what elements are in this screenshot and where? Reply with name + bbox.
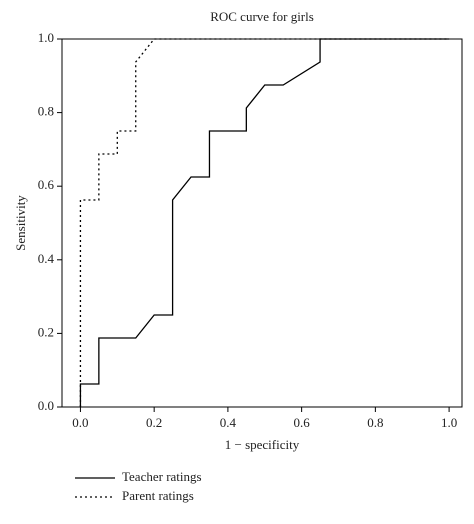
x-axis-label: 1 − specificity [225,437,300,452]
chart-title: ROC curve for girls [210,9,314,24]
y-tick-label: 0.0 [38,398,54,413]
x-tick-label: 0.2 [146,415,162,430]
roc-line [79,38,450,407]
y-axis-label: Sensitivity [13,195,28,251]
y-tick-label: 0.2 [38,324,54,339]
x-tick-label: 0.8 [367,415,383,430]
x-tick-label: 0.0 [72,415,88,430]
legend-label: Teacher ratings [122,469,202,484]
y-tick-label: 0.6 [38,177,55,192]
y-tick-label: 0.8 [38,104,54,119]
y-tick-label: 0.4 [38,251,55,266]
roc-line [79,38,450,407]
legend-label: Parent ratings [122,488,194,503]
x-tick-label: 0.6 [294,415,311,430]
x-tick-label: 0.4 [220,415,237,430]
y-tick-label: 1.0 [38,30,54,45]
x-tick-label: 1.0 [441,415,457,430]
plot-frame [61,38,463,408]
